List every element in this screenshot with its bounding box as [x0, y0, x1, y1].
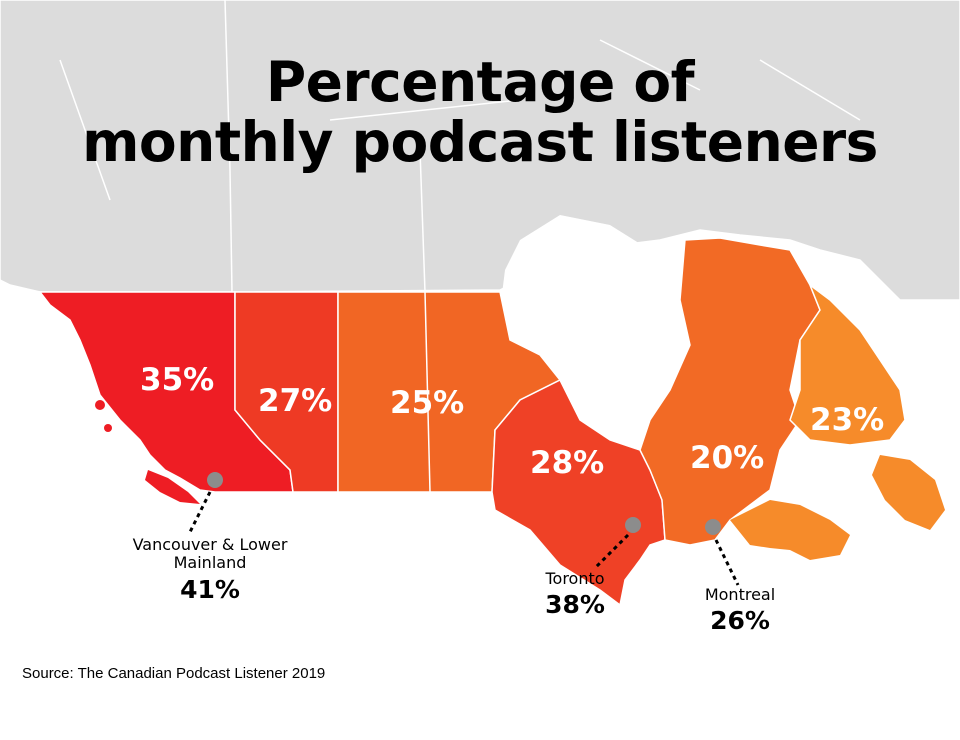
title-line-1: Percentage of — [265, 50, 695, 114]
montreal-value: 26% — [710, 606, 770, 635]
vancouver-island — [145, 470, 200, 504]
region-quebec — [639, 237, 821, 546]
region-atlantic — [789, 282, 906, 446]
source-note: Source: The Canadian Podcast Listener 20… — [22, 665, 326, 682]
vancouver-marker — [207, 472, 223, 488]
bc-value: 35% — [140, 362, 215, 398]
montreal-marker — [705, 519, 721, 535]
maritimes — [730, 500, 850, 560]
city-markers — [188, 472, 740, 586]
ontario-value: 28% — [530, 445, 605, 481]
newfoundland — [872, 455, 945, 530]
quebec-value: 20% — [690, 440, 765, 476]
prairies-value: 25% — [390, 385, 465, 421]
vancouver-value: 41% — [180, 575, 240, 604]
toronto-value: 38% — [545, 590, 605, 619]
vancouver-label: Vancouver & Lower Mainland — [132, 535, 288, 572]
title-line-2: monthly podcast listeners — [82, 110, 878, 174]
toronto-label: Toronto — [545, 569, 605, 588]
alberta-value: 27% — [258, 383, 333, 419]
page-title: Percentage of monthly podcast listeners — [0, 52, 960, 172]
montreal-label: Montreal — [704, 585, 776, 604]
atlantic-value: 23% — [810, 402, 885, 438]
hudson-bay — [500, 215, 690, 450]
region-ontario — [491, 378, 666, 607]
toronto-marker — [625, 517, 641, 533]
